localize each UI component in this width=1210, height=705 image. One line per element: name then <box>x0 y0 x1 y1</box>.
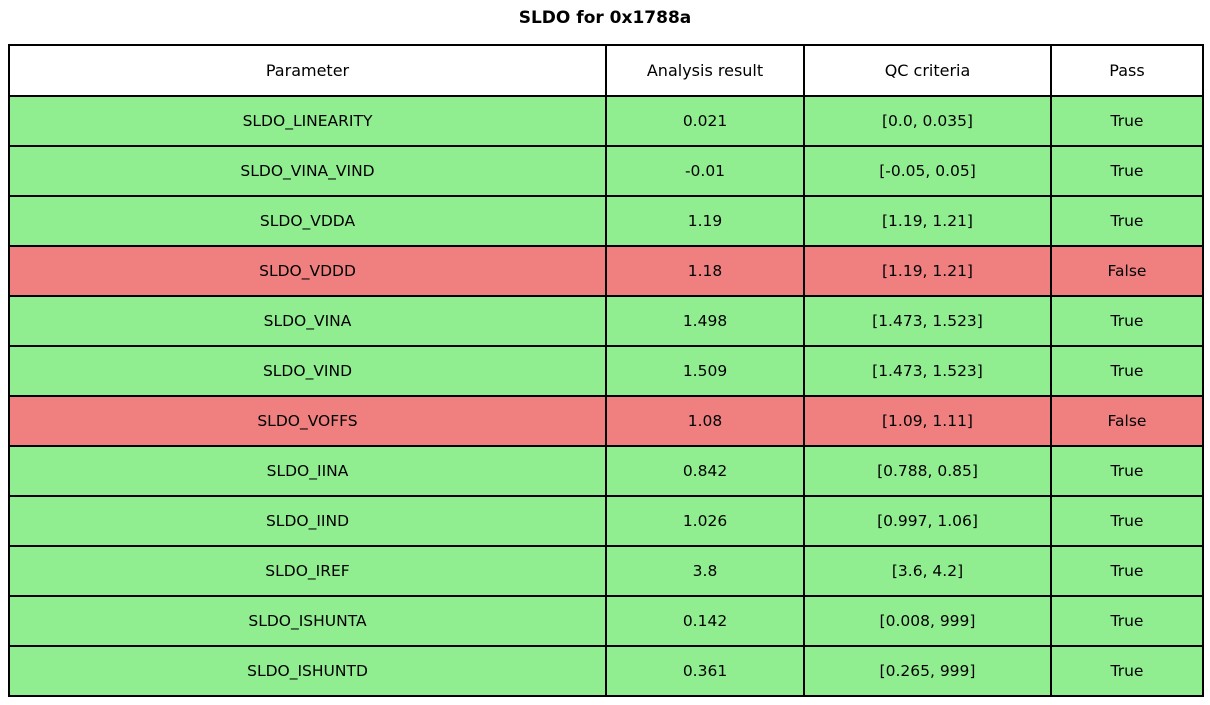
page-title: SLDO for 0x1788a <box>518 8 692 28</box>
pass-cell: True <box>1050 195 1204 247</box>
table-row: SLDO_VDDD 1.18 [1.19, 1.21] False <box>8 245 1204 297</box>
pass-cell: True <box>1050 445 1204 497</box>
criteria-cell: [1.473, 1.523] <box>803 345 1052 397</box>
parameter-cell: SLDO_IREF <box>8 545 607 597</box>
result-cell: 1.18 <box>605 245 805 297</box>
criteria-cell: [1.09, 1.11] <box>803 395 1052 447</box>
parameter-cell: SLDO_VIND <box>8 345 607 397</box>
table-row: SLDO_ISHUNTD 0.361 [0.265, 999] True <box>8 645 1204 697</box>
result-cell: 3.8 <box>605 545 805 597</box>
parameter-cell: SLDO_VINA <box>8 295 607 347</box>
criteria-cell: [1.19, 1.21] <box>803 195 1052 247</box>
result-cell: 0.142 <box>605 595 805 647</box>
column-header-qc-criteria: QC criteria <box>803 44 1052 97</box>
table-row: SLDO_LINEARITY 0.021 [0.0, 0.035] True <box>8 95 1204 147</box>
result-cell: -0.01 <box>605 145 805 197</box>
criteria-cell: [-0.05, 0.05] <box>803 145 1052 197</box>
qc-results-table: Parameter Analysis result QC criteria Pa… <box>8 44 1204 697</box>
pass-cell: True <box>1050 595 1204 647</box>
qc-table-body: SLDO_LINEARITY 0.021 [0.0, 0.035] True SLDO_… <box>8 95 1204 697</box>
pass-cell: True <box>1050 495 1204 547</box>
pass-cell: True <box>1050 345 1204 397</box>
criteria-cell: [0.265, 999] <box>803 645 1052 697</box>
parameter-cell: SLDO_LINEARITY <box>8 95 607 147</box>
criteria-cell: [0.008, 999] <box>803 595 1052 647</box>
column-header-parameter: Parameter <box>8 44 607 97</box>
table-row: SLDO_IINA 0.842 [0.788, 0.85] True <box>8 445 1204 497</box>
parameter-cell: SLDO_IINA <box>8 445 607 497</box>
result-cell: 1.19 <box>605 195 805 247</box>
criteria-cell: [3.6, 4.2] <box>803 545 1052 597</box>
parameter-cell: SLDO_VOFFS <box>8 395 607 447</box>
result-cell: 0.361 <box>605 645 805 697</box>
result-cell: 0.021 <box>605 95 805 147</box>
pass-cell: True <box>1050 545 1204 597</box>
table-row: SLDO_VDDA 1.19 [1.19, 1.21] True <box>8 195 1204 247</box>
result-cell: 1.026 <box>605 495 805 547</box>
table-row: SLDO_IIND 1.026 [0.997, 1.06] True <box>8 495 1204 547</box>
parameter-cell: SLDO_IIND <box>8 495 607 547</box>
result-cell: 1.08 <box>605 395 805 447</box>
pass-cell: True <box>1050 95 1204 147</box>
table-row: SLDO_VINA_VIND -0.01 [-0.05, 0.05] True <box>8 145 1204 197</box>
parameter-cell: SLDO_ISHUNTA <box>8 595 607 647</box>
table-row: SLDO_ISHUNTA 0.142 [0.008, 999] True <box>8 595 1204 647</box>
result-cell: 0.842 <box>605 445 805 497</box>
pass-cell: False <box>1050 395 1204 447</box>
table-row: SLDO_VIND 1.509 [1.473, 1.523] True <box>8 345 1204 397</box>
pass-cell: True <box>1050 295 1204 347</box>
criteria-cell: [0.0, 0.035] <box>803 95 1052 147</box>
result-cell: 1.498 <box>605 295 805 347</box>
pass-cell: False <box>1050 245 1204 297</box>
parameter-cell: SLDO_VDDA <box>8 195 607 247</box>
parameter-cell: SLDO_ISHUNTD <box>8 645 607 697</box>
parameter-cell: SLDO_VDDD <box>8 245 607 297</box>
parameter-cell: SLDO_VINA_VIND <box>8 145 607 197</box>
criteria-cell: [1.473, 1.523] <box>803 295 1052 347</box>
table-row: SLDO_VOFFS 1.08 [1.09, 1.11] False <box>8 395 1204 447</box>
column-header-analysis-result: Analysis result <box>605 44 805 97</box>
criteria-cell: [1.19, 1.21] <box>803 245 1052 297</box>
column-header-pass: Pass <box>1050 44 1204 97</box>
table-row: SLDO_IREF 3.8 [3.6, 4.2] True <box>8 545 1204 597</box>
criteria-cell: [0.997, 1.06] <box>803 495 1052 547</box>
table-header: Parameter Analysis result QC criteria Pa… <box>8 44 1204 97</box>
criteria-cell: [0.788, 0.85] <box>803 445 1052 497</box>
header-row: Parameter Analysis result QC criteria Pa… <box>8 44 1204 97</box>
pass-cell: True <box>1050 645 1204 697</box>
pass-cell: True <box>1050 145 1204 197</box>
result-cell: 1.509 <box>605 345 805 397</box>
table-row: SLDO_VINA 1.498 [1.473, 1.523] True <box>8 295 1204 347</box>
